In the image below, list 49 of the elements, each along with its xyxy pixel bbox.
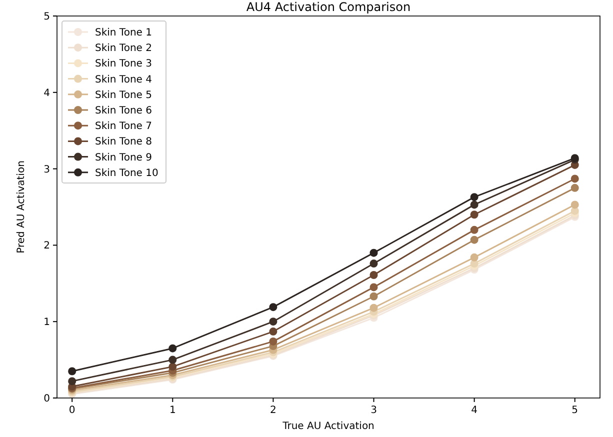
- y-tick-label: 0: [44, 394, 50, 404]
- point: [168, 356, 177, 364]
- y-tick-label: 1: [44, 317, 50, 328]
- point: [269, 328, 278, 336]
- point: [570, 184, 579, 192]
- y-tick-label: 2: [44, 240, 50, 252]
- x-tick-label: 4: [471, 405, 478, 416]
- point: [68, 367, 76, 376]
- point: [470, 226, 478, 234]
- point: [470, 253, 478, 262]
- point: [470, 193, 478, 202]
- legend-label: Skin Tone 10: [95, 168, 158, 179]
- point: [370, 270, 378, 279]
- point: [269, 303, 278, 312]
- point: [269, 318, 278, 326]
- point: [269, 337, 278, 346]
- legend-label: Skin Tone 6: [95, 106, 152, 116]
- legend-label: Skin Tone 7: [95, 121, 152, 132]
- y-tick-label: 3: [44, 164, 50, 176]
- legend-label: Skin Tone 8: [95, 136, 152, 148]
- legend-label: Skin Tone 4: [95, 74, 152, 86]
- point: [470, 200, 478, 209]
- chart-title: AU4 Activation Comparison: [246, 0, 411, 14]
- x-tick-label: 1: [169, 405, 176, 416]
- point: [470, 236, 478, 244]
- y-tick-label: 5: [44, 12, 50, 22]
- x-tick-label: 5: [572, 405, 578, 416]
- y-axis-title: Pred AU Activation: [16, 160, 27, 254]
- x-tick-label: 2: [270, 405, 276, 416]
- x-tick-label: 0: [68, 405, 76, 416]
- point: [68, 377, 76, 386]
- y-tick-label: 4: [44, 88, 50, 99]
- point: [570, 174, 579, 183]
- legend-label: Skin Tone 1: [95, 28, 152, 38]
- point: [470, 210, 478, 219]
- point: [168, 362, 177, 371]
- x-axis-title: True AU Activation: [282, 421, 374, 432]
- point: [370, 304, 378, 312]
- point: [168, 344, 177, 352]
- legend-label: Skin Tone 3: [95, 58, 152, 70]
- legend-label: Skin Tone 2: [95, 43, 152, 54]
- point: [370, 260, 378, 268]
- point: [570, 200, 579, 209]
- legend-label: Skin Tone 9: [95, 152, 152, 164]
- x-tick-label: 3: [370, 405, 377, 416]
- point: [370, 248, 378, 257]
- point: [370, 292, 378, 300]
- legend-label: Skin Tone 5: [95, 90, 152, 101]
- point: [370, 283, 378, 292]
